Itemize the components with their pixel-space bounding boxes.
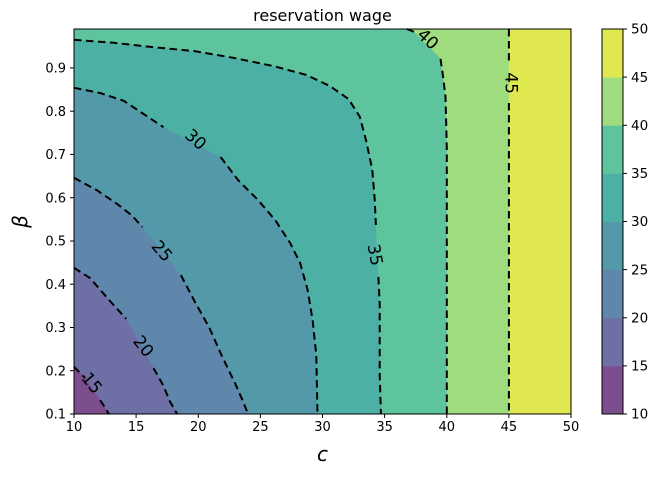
y-tick-label: 0.3: [45, 321, 66, 336]
colorbar-segment: [602, 365, 623, 415]
x-tick-label: 45: [501, 420, 518, 435]
contour-line-15: [99, 399, 110, 415]
contour-band: [74, 366, 109, 414]
contour-line-40: [439, 58, 448, 414]
colorbar-tick-label: 45: [631, 70, 648, 86]
contour-label-45: 45: [500, 72, 520, 94]
contour-line-15: [73, 366, 86, 379]
colorbar-tick-label: 40: [631, 118, 648, 134]
colorbar-segment: [602, 173, 623, 222]
colorbar: 10 15 20 25 30 35 40 45 50: [601, 22, 648, 423]
colorbar-segment: [602, 317, 623, 367]
colorbar-tick-label: 25: [631, 262, 648, 278]
y-tick-label: 0.7: [45, 148, 66, 163]
x-tick-label: 50: [563, 420, 580, 435]
y-tick-label: 0.4: [45, 278, 66, 293]
chart-title: reservation wage: [253, 6, 392, 25]
colorbar-tick-label: 35: [631, 166, 648, 182]
x-tick-label: 40: [439, 420, 456, 435]
colorbar-segment: [602, 77, 623, 126]
contour-line-25: [180, 274, 249, 415]
contour-line-30: [219, 156, 319, 415]
contour-line-35: [73, 38, 377, 226]
contour-label-35: 35: [363, 243, 386, 268]
y-tick-label: 0.2: [45, 364, 66, 379]
y-tick-label: 0.9: [45, 61, 66, 76]
x-tick-label: 15: [128, 420, 145, 435]
x-tick-label: 35: [376, 420, 393, 435]
contour-line-20: [73, 266, 127, 320]
y-tick-label: 0.6: [45, 191, 66, 206]
contour-line-20: [152, 367, 178, 415]
colorbar-tick-label: 15: [631, 359, 648, 375]
y-tick-label: 0.5: [45, 235, 66, 250]
colorbar-tick-label: 30: [631, 214, 648, 230]
x-tick-label: 10: [66, 420, 83, 435]
colorbar-segment: [602, 269, 623, 319]
y-tick-label: 0.1: [45, 408, 66, 423]
colorbar-tick-label: 20: [631, 311, 648, 327]
x-tick-label: 20: [190, 420, 207, 435]
x-axis: 10 15 20 25 30 35 40 45 50: [66, 414, 580, 435]
contour-lines: [73, 28, 510, 415]
x-tick-label: 25: [252, 420, 269, 435]
y-tick-label: 0.8: [45, 105, 66, 120]
colorbar-segment: [602, 221, 623, 271]
x-axis-label: c: [317, 442, 328, 466]
contour-band: [74, 267, 178, 414]
colorbar-tick-label: 50: [631, 22, 648, 38]
colorbar-segment: [602, 29, 623, 78]
x-tick-label: 30: [314, 420, 331, 435]
contour-line-25: [73, 176, 144, 228]
contour-line-30: [73, 86, 165, 129]
colorbar-tick-label: 10: [631, 407, 648, 423]
y-axis: 0.1 0.2 0.3 0.4 0.5 0.6 0.7 0.8 0.9: [45, 61, 74, 423]
y-axis-label: β: [8, 215, 32, 229]
contour-line-35: [377, 276, 382, 415]
colorbar-segment: [602, 125, 623, 174]
contour-fill-bands: [74, 29, 571, 415]
